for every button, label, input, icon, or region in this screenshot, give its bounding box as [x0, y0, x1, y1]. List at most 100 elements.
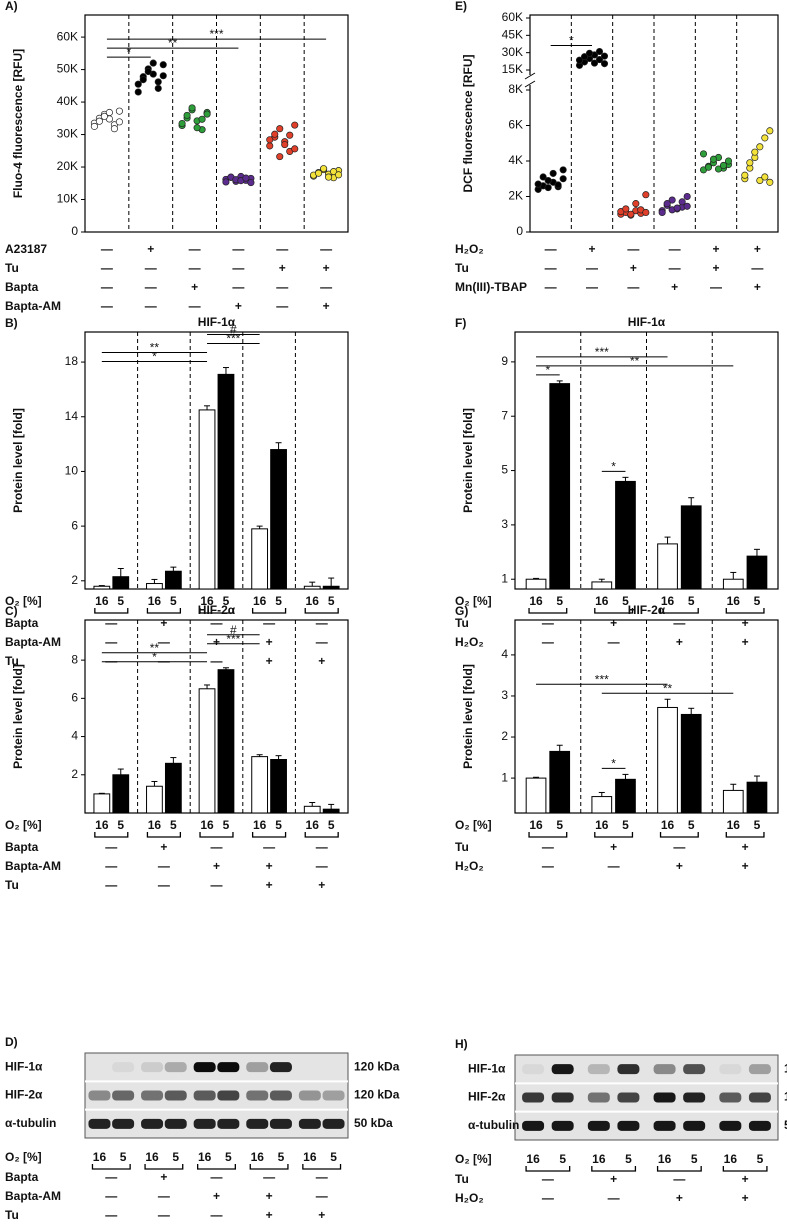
- y-tick-label: 8: [71, 652, 78, 666]
- y-axis-label: Protein level [fold]: [461, 664, 475, 769]
- data-point: [247, 179, 255, 187]
- y-tick-label: 2: [71, 767, 78, 781]
- y-tick-label: 6K: [508, 118, 523, 132]
- condition-sign: —: [542, 859, 554, 873]
- condition-sign: +: [266, 1189, 273, 1203]
- bar: [217, 373, 235, 590]
- condition-sign: —: [316, 840, 328, 854]
- data-point: [559, 175, 567, 183]
- condition-sign: —: [105, 635, 117, 649]
- condition-sign: —: [316, 859, 328, 873]
- o2-brace: [199, 608, 234, 614]
- data-point: [595, 47, 604, 56]
- o2-brace: [725, 608, 765, 614]
- o2-brace: [659, 832, 699, 838]
- significance-label: ***: [595, 345, 609, 359]
- condition-sign: —: [608, 1191, 620, 1205]
- o2-value: 16: [200, 594, 214, 608]
- significance-label: *: [126, 45, 131, 59]
- o2-value: 5: [172, 1150, 179, 1164]
- o2-brace: [525, 1166, 571, 1172]
- blot-size: 120 kDa: [784, 1090, 787, 1104]
- blot-row-name: α-tubulin: [5, 1116, 56, 1130]
- condition-sign: —: [158, 859, 170, 873]
- blot-band: [193, 1090, 216, 1101]
- blot-band: [269, 1090, 292, 1101]
- axis-break: [524, 80, 536, 88]
- significance-label: ***: [226, 332, 240, 346]
- condition-sign: +: [742, 840, 749, 854]
- data-point: [276, 125, 284, 133]
- y-tick-label: 8K: [508, 82, 523, 96]
- o2-value: 5: [275, 818, 282, 832]
- y-axis-label: Protein level [fold]: [11, 664, 25, 769]
- o2-value: 16: [658, 1152, 672, 1166]
- condition-sign: +: [160, 616, 167, 630]
- condition-sign: +: [712, 261, 719, 275]
- o2-value: 16: [148, 818, 162, 832]
- condition-sign: +: [742, 1172, 749, 1186]
- o2-brace: [199, 832, 234, 838]
- data-point: [627, 210, 635, 218]
- condition-sign: +: [266, 635, 273, 649]
- bar: [164, 570, 182, 590]
- condition-sign: —: [276, 242, 288, 256]
- significance-label: *: [569, 34, 574, 48]
- o2-value: 16: [306, 594, 320, 608]
- panel-label: A): [5, 0, 18, 13]
- y-tick-label: 6: [71, 691, 78, 705]
- blot-band: [193, 1062, 216, 1073]
- condition-sign: +: [318, 878, 325, 892]
- significance-label: *: [611, 460, 616, 474]
- blot-band: [587, 1120, 610, 1131]
- data-point: [90, 122, 98, 130]
- data-point: [222, 178, 230, 186]
- y-tick-label: 10: [65, 464, 79, 478]
- o2-value: 5: [688, 818, 695, 832]
- condition-sign: +: [630, 261, 637, 275]
- y-tick-label: 3: [501, 517, 508, 531]
- condition-sign: +: [742, 616, 749, 630]
- o2-value: 16: [251, 1150, 265, 1164]
- condition-sign: +: [323, 261, 330, 275]
- bar: [591, 581, 613, 590]
- o2-value: 16: [661, 818, 675, 832]
- o2-brace: [591, 1166, 637, 1172]
- y-axis-label: Protein level [fold]: [461, 408, 475, 513]
- significance-label: **: [168, 36, 178, 50]
- data-point: [159, 72, 167, 80]
- data-point: [714, 165, 723, 173]
- y-tick-label: 10K: [57, 192, 78, 206]
- bar: [322, 808, 340, 814]
- significance-label: *: [611, 757, 616, 771]
- condition-name: Bapta-AM: [5, 635, 61, 649]
- o2-brace: [304, 832, 339, 838]
- bar: [657, 706, 678, 814]
- y-tick-label: 3: [501, 688, 508, 702]
- data-point: [100, 112, 108, 120]
- o2-value: 5: [622, 818, 629, 832]
- data-point: [766, 127, 774, 135]
- data-point: [534, 180, 542, 188]
- significance-label: **: [150, 641, 160, 655]
- condition-sign: +: [754, 280, 761, 294]
- blot-band: [683, 1064, 706, 1075]
- y-tick-label: 1: [501, 770, 508, 784]
- condition-sign: —: [211, 1208, 223, 1222]
- data-point: [539, 173, 547, 181]
- data-point: [320, 165, 328, 173]
- o2-value: 5: [757, 1152, 764, 1166]
- o2-value: 16: [306, 818, 320, 832]
- condition-sign: —: [101, 242, 113, 256]
- significance-label: ***: [209, 27, 223, 41]
- o2-brace: [304, 608, 339, 614]
- condition-sign: —: [627, 242, 639, 256]
- plot-frame: [84, 619, 349, 814]
- o2-brace: [94, 832, 129, 838]
- condition-sign: —: [542, 635, 554, 649]
- data-point: [291, 145, 299, 153]
- data-point: [188, 104, 196, 112]
- data-point: [600, 60, 609, 68]
- condition-name: Bapta: [5, 840, 39, 854]
- blot-band: [298, 1090, 321, 1101]
